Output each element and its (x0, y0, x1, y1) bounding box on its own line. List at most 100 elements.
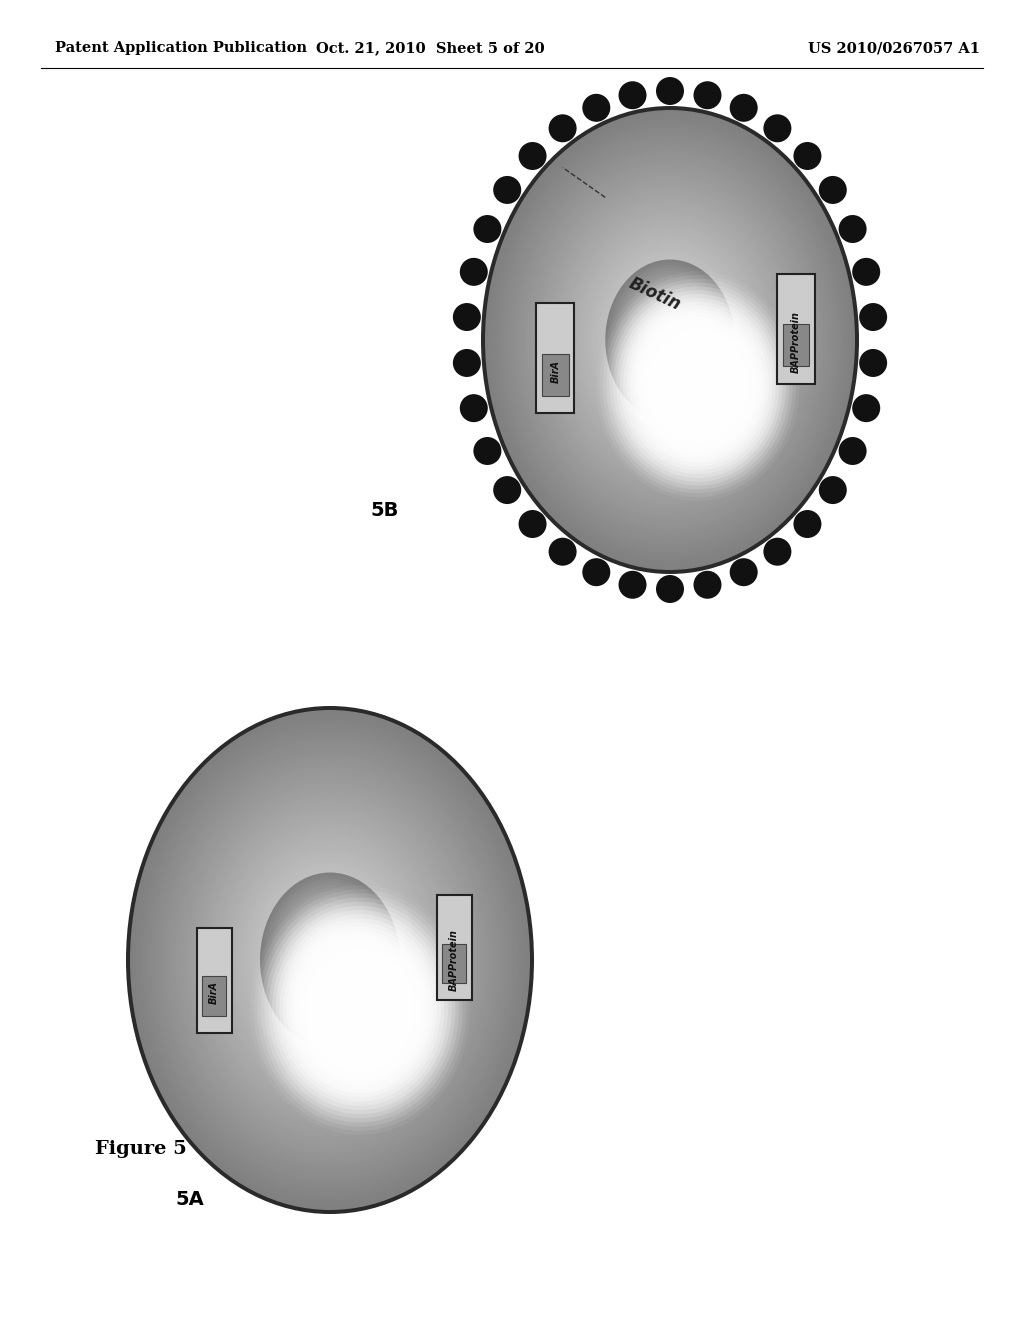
Circle shape (460, 395, 487, 422)
Ellipse shape (150, 735, 510, 1185)
Ellipse shape (548, 187, 793, 492)
Ellipse shape (541, 180, 800, 502)
Circle shape (494, 176, 521, 205)
Ellipse shape (220, 822, 440, 1097)
Ellipse shape (317, 944, 342, 975)
Ellipse shape (660, 343, 735, 428)
Ellipse shape (238, 845, 423, 1076)
Ellipse shape (653, 319, 686, 360)
Ellipse shape (217, 820, 442, 1101)
Ellipse shape (200, 797, 460, 1122)
Ellipse shape (327, 973, 393, 1048)
FancyBboxPatch shape (202, 975, 226, 1016)
Ellipse shape (566, 211, 774, 470)
Text: 5A: 5A (175, 1191, 204, 1209)
FancyBboxPatch shape (542, 354, 568, 396)
Ellipse shape (536, 173, 804, 507)
Ellipse shape (245, 854, 415, 1067)
Ellipse shape (631, 292, 710, 389)
Ellipse shape (499, 127, 841, 553)
Ellipse shape (177, 770, 482, 1151)
Ellipse shape (594, 246, 746, 434)
Ellipse shape (603, 279, 793, 494)
Ellipse shape (543, 182, 798, 498)
Ellipse shape (557, 199, 783, 480)
Ellipse shape (338, 985, 382, 1035)
Ellipse shape (596, 271, 800, 502)
Ellipse shape (255, 866, 406, 1053)
Ellipse shape (520, 153, 820, 527)
Ellipse shape (664, 331, 677, 348)
Ellipse shape (316, 960, 404, 1060)
Ellipse shape (227, 832, 432, 1088)
Ellipse shape (510, 141, 829, 539)
Ellipse shape (610, 265, 730, 414)
Ellipse shape (163, 751, 498, 1170)
FancyBboxPatch shape (537, 304, 574, 413)
Ellipse shape (205, 804, 455, 1117)
Ellipse shape (526, 162, 813, 519)
Ellipse shape (261, 898, 459, 1122)
Ellipse shape (513, 144, 827, 536)
Ellipse shape (290, 909, 370, 1010)
Ellipse shape (307, 932, 352, 989)
Ellipse shape (315, 941, 345, 978)
Ellipse shape (193, 788, 468, 1131)
Circle shape (549, 537, 577, 566)
Circle shape (518, 510, 547, 539)
Text: Patent Application Publication: Patent Application Publication (55, 41, 307, 55)
Ellipse shape (534, 170, 807, 510)
Ellipse shape (260, 873, 400, 1048)
Ellipse shape (294, 935, 426, 1085)
Ellipse shape (158, 744, 503, 1176)
Circle shape (859, 304, 887, 331)
Ellipse shape (559, 202, 781, 478)
Ellipse shape (616, 273, 723, 407)
Ellipse shape (215, 816, 445, 1104)
Text: BAPProtein: BAPProtein (791, 310, 801, 372)
Ellipse shape (243, 850, 418, 1069)
Ellipse shape (287, 927, 433, 1093)
Ellipse shape (522, 156, 818, 524)
Ellipse shape (250, 884, 470, 1135)
Ellipse shape (285, 904, 375, 1016)
Circle shape (618, 82, 646, 110)
Circle shape (494, 477, 521, 504)
Ellipse shape (624, 282, 716, 397)
Ellipse shape (620, 277, 721, 403)
Ellipse shape (613, 290, 782, 482)
Ellipse shape (130, 710, 530, 1210)
Ellipse shape (198, 795, 463, 1126)
Ellipse shape (681, 367, 715, 405)
Circle shape (764, 115, 792, 143)
Ellipse shape (195, 791, 465, 1129)
Ellipse shape (283, 923, 437, 1097)
Ellipse shape (312, 939, 347, 982)
Ellipse shape (142, 726, 517, 1195)
Ellipse shape (319, 948, 340, 973)
Ellipse shape (270, 884, 390, 1035)
Ellipse shape (310, 935, 350, 985)
Text: Biotin: Biotin (626, 275, 684, 314)
Ellipse shape (293, 913, 368, 1007)
Ellipse shape (190, 785, 470, 1135)
Ellipse shape (267, 882, 392, 1038)
Ellipse shape (624, 302, 772, 470)
Ellipse shape (250, 861, 410, 1060)
Ellipse shape (575, 222, 765, 458)
Ellipse shape (691, 379, 705, 393)
Ellipse shape (210, 810, 450, 1110)
Ellipse shape (257, 870, 402, 1051)
Circle shape (583, 558, 610, 586)
Circle shape (852, 257, 881, 286)
Ellipse shape (517, 150, 822, 529)
Ellipse shape (660, 329, 679, 351)
Ellipse shape (627, 305, 769, 466)
Text: 5B: 5B (370, 502, 398, 520)
Circle shape (656, 576, 684, 603)
Circle shape (656, 77, 684, 106)
Ellipse shape (225, 829, 435, 1092)
Text: US 2010/0267057 A1: US 2010/0267057 A1 (808, 41, 980, 55)
Ellipse shape (568, 214, 772, 466)
Ellipse shape (495, 121, 846, 558)
